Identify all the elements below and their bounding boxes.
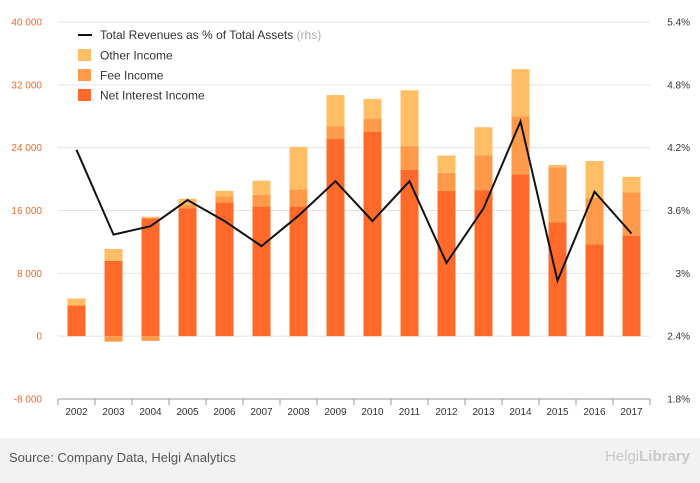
helgi-library-logo: HelgiLibrary xyxy=(605,448,690,465)
bar-segment xyxy=(67,298,86,306)
bar-segment xyxy=(363,98,382,119)
bar-segment xyxy=(548,164,567,168)
bar-segment xyxy=(474,190,493,337)
bar-segment xyxy=(67,305,86,337)
bar-segment xyxy=(511,174,530,337)
y-left-tick-label: -8 000 xyxy=(14,395,43,406)
bar-segment xyxy=(178,198,197,205)
x-tick-label: 2013 xyxy=(472,407,495,418)
line-series xyxy=(75,118,633,284)
x-tick-label: 2011 xyxy=(399,407,421,418)
legend-label: Fee Income xyxy=(100,69,164,83)
bar-segment xyxy=(511,69,530,117)
bars xyxy=(67,69,641,342)
bar-segment xyxy=(215,202,234,337)
legend-label: Other Income xyxy=(100,49,173,63)
y-right-tick-label: 3% xyxy=(676,269,691,280)
bar-segment xyxy=(437,172,456,191)
bar-segment xyxy=(363,118,382,132)
x-tick-label: 2016 xyxy=(583,407,606,418)
bar-segment xyxy=(622,235,641,337)
y-left-tick-label: 40 000 xyxy=(11,18,42,29)
x-tick-label: 2015 xyxy=(546,407,569,418)
bar-segment xyxy=(326,126,345,140)
y-left-tick-label: 32 000 xyxy=(11,80,42,91)
x-tick-label: 2010 xyxy=(361,407,384,418)
legend-line-rhs-tag: (rhs) xyxy=(297,28,322,42)
x-tick-label: 2014 xyxy=(509,407,532,418)
x-tick-label: 2007 xyxy=(250,407,273,418)
bar-segment xyxy=(363,131,382,337)
bar-segment xyxy=(104,248,123,261)
x-tick-label: 2017 xyxy=(620,407,643,418)
footer: Source: Company Data, Helgi Analytics He… xyxy=(0,438,700,483)
bar-segment xyxy=(326,95,345,127)
x-tick-label: 2012 xyxy=(435,407,458,418)
legend: Total Revenues as % of Total Assets (rhs… xyxy=(78,28,321,103)
y-left-tick-label: 0 xyxy=(36,332,42,343)
source-text: Source: Company Data, Helgi Analytics xyxy=(9,450,236,465)
y-right-tick-label: 2.4% xyxy=(667,332,690,343)
y-right-tick-label: 5.4% xyxy=(667,18,690,29)
y-left-tick-label: 16 000 xyxy=(11,206,42,217)
x-tick-label: 2008 xyxy=(287,407,310,418)
bar-segment xyxy=(474,127,493,156)
bar-segment xyxy=(289,146,308,190)
bar-segment xyxy=(437,155,456,173)
bar-segment xyxy=(326,139,345,337)
bar-segment xyxy=(400,90,419,147)
legend-swatch xyxy=(78,69,91,81)
bar-segment xyxy=(400,146,419,170)
legend-line-label: Total Revenues as % of Total Assets (rhs… xyxy=(100,28,321,42)
x-tick-label: 2009 xyxy=(324,407,347,418)
x-tick-label: 2004 xyxy=(139,407,162,418)
y-right-tick-label: 4.8% xyxy=(667,80,690,91)
x-tick-label: 2005 xyxy=(176,407,199,418)
bar-segment xyxy=(141,218,160,337)
x-tick-label: 2003 xyxy=(102,407,125,418)
bar-segment xyxy=(141,336,160,341)
x-axis: 2002 2003 2004 2005 2006 2007 2008 2009 2010 2011… xyxy=(57,398,651,418)
bar-segment xyxy=(474,155,493,191)
bar-segment xyxy=(289,189,308,207)
bar-segment xyxy=(104,336,123,342)
left-axis: -8 000 0 8 000 16 000 24 000 32 000 40 000 xyxy=(11,18,42,406)
logo-part1: Helgi xyxy=(604,448,640,465)
legend-swatch xyxy=(78,89,91,101)
bar-segment xyxy=(585,161,604,198)
bar-segment xyxy=(178,208,197,337)
x-tick-label: 2006 xyxy=(213,407,236,418)
bar-segment xyxy=(252,206,271,337)
bar-segment xyxy=(289,206,308,337)
y-right-tick-label: 1.8% xyxy=(667,395,690,406)
y-left-tick-label: 24 000 xyxy=(11,143,42,154)
y-right-tick-label: 4.2% xyxy=(667,143,690,154)
y-right-tick-label: 3.6% xyxy=(667,206,690,217)
x-tick-label: 2002 xyxy=(65,407,88,418)
bar-segment xyxy=(622,192,641,236)
chart: -8 000 0 8 000 16 000 24 000 32 000 40 000 1.8… xyxy=(11,18,690,419)
y-left-tick-label: 8 000 xyxy=(17,269,42,280)
bar-segment xyxy=(178,204,197,209)
bar-segment xyxy=(141,216,160,219)
legend-swatch xyxy=(78,49,91,61)
bar-segment xyxy=(104,260,123,337)
bar-segment xyxy=(215,196,234,203)
bar-segment xyxy=(622,176,641,193)
bar-segment xyxy=(585,244,604,337)
bar-segment xyxy=(548,167,567,223)
right-axis: 1.8% 2.4% 3% 3.6% 4.2% 4.8% 5.4% xyxy=(667,18,690,406)
bar-segment xyxy=(252,194,271,207)
legend-label: Net Interest Income xyxy=(100,89,205,103)
bar-segment xyxy=(400,169,419,337)
logo-part2: Library xyxy=(639,448,690,465)
line-path xyxy=(75,118,633,284)
bar-segment xyxy=(585,197,604,245)
bar-segment xyxy=(215,190,234,197)
bar-segment xyxy=(252,180,271,195)
